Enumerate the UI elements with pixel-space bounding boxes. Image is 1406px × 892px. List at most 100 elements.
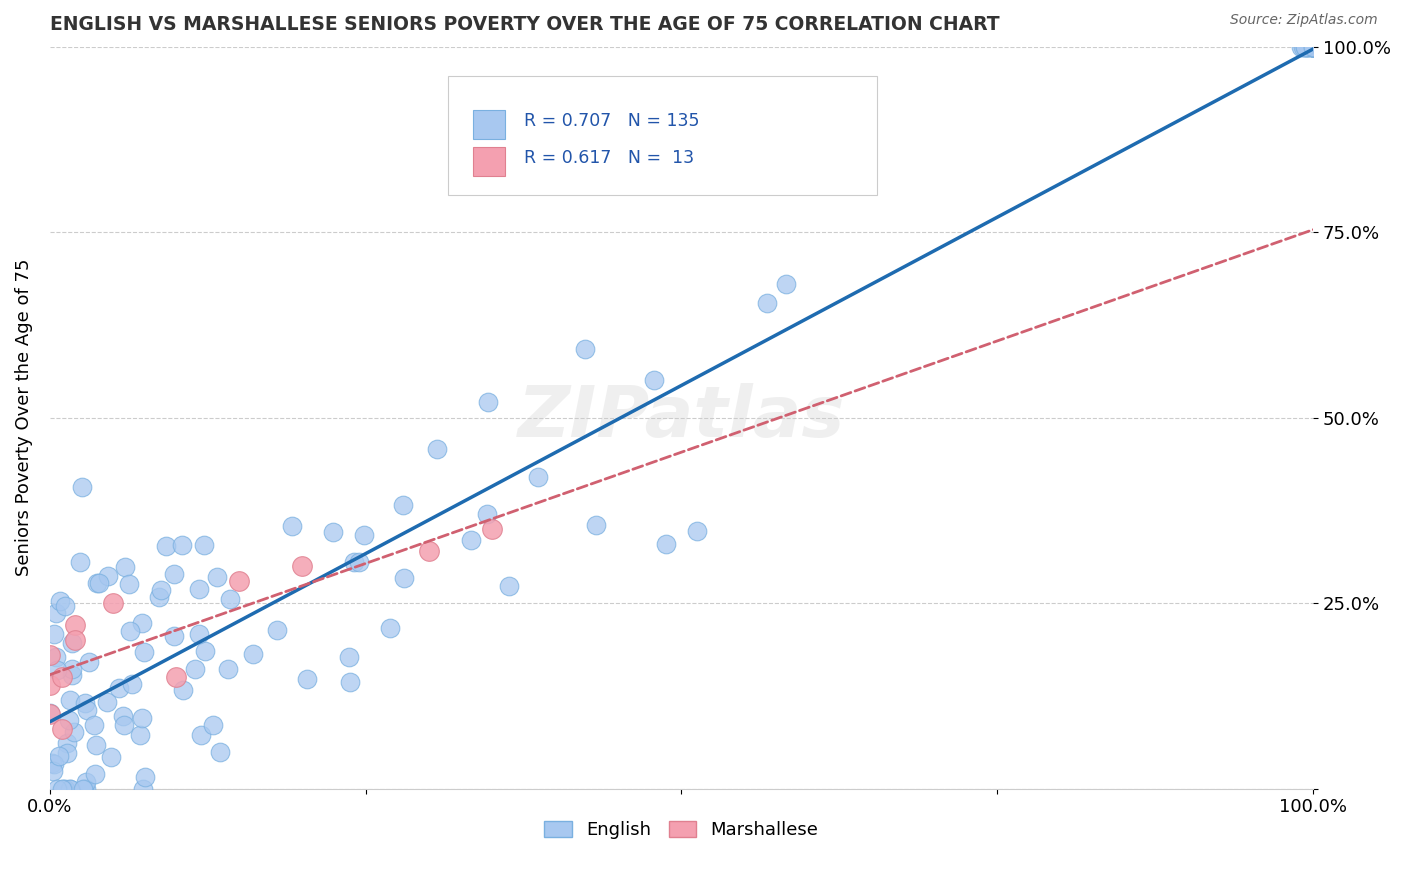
English (756, 295, 779, 310)
English (1302, 39, 1324, 54)
English (337, 650, 360, 665)
English (155, 539, 177, 553)
English (1294, 39, 1316, 54)
English (460, 533, 482, 548)
Marshallese (63, 633, 86, 648)
English (1302, 39, 1324, 54)
English (59, 693, 82, 707)
Marshallese (165, 670, 187, 684)
English (266, 623, 288, 637)
English (83, 718, 105, 732)
English (70, 480, 93, 494)
English (58, 714, 80, 728)
English (60, 635, 83, 649)
English (62, 725, 84, 739)
English (56, 736, 79, 750)
English (242, 647, 264, 661)
Marshallese (101, 596, 124, 610)
English (353, 527, 375, 541)
Marshallese (51, 722, 73, 736)
English (392, 571, 415, 585)
English (44, 627, 66, 641)
Y-axis label: Seniors Poverty Over the Age of 75: Seniors Poverty Over the Age of 75 (15, 259, 32, 576)
English (129, 728, 152, 742)
English (163, 566, 186, 581)
English (498, 579, 520, 593)
English (170, 538, 193, 552)
English (112, 717, 135, 731)
Marshallese (38, 648, 60, 662)
English (188, 627, 211, 641)
English (686, 524, 709, 538)
English (83, 766, 105, 780)
English (131, 781, 153, 796)
English (75, 781, 97, 796)
English (1302, 39, 1324, 54)
English (44, 757, 66, 772)
English (56, 747, 79, 761)
English (51, 781, 73, 796)
English (1298, 39, 1320, 54)
English (426, 442, 449, 456)
English (1291, 39, 1313, 54)
English (60, 662, 83, 676)
English (84, 738, 107, 752)
English (477, 507, 499, 521)
English (1296, 39, 1319, 54)
English (75, 775, 97, 789)
English (48, 749, 70, 764)
English (114, 559, 136, 574)
English (39, 706, 62, 721)
English (150, 582, 173, 597)
English (1302, 39, 1324, 54)
English (131, 711, 153, 725)
English (134, 770, 156, 784)
Legend: English, Marshallese: English, Marshallese (537, 814, 825, 847)
English (339, 674, 361, 689)
English (209, 745, 232, 759)
English (585, 518, 607, 533)
Text: ZIPatlas: ZIPatlas (517, 383, 845, 452)
English (574, 342, 596, 356)
English (217, 662, 239, 676)
English (86, 576, 108, 591)
Marshallese (51, 670, 73, 684)
English (679, 160, 702, 174)
English (131, 616, 153, 631)
English (1294, 39, 1316, 54)
English (172, 683, 194, 698)
English (322, 525, 344, 540)
English (477, 395, 499, 409)
English (49, 594, 72, 608)
Text: ENGLISH VS MARSHALLESE SENIORS POVERTY OVER THE AGE OF 75 CORRELATION CHART: ENGLISH VS MARSHALLESE SENIORS POVERTY O… (49, 15, 1000, 34)
English (60, 668, 83, 682)
English (343, 555, 366, 569)
English (183, 662, 205, 676)
Marshallese (38, 707, 60, 722)
English (775, 277, 797, 291)
English (89, 576, 111, 591)
English (391, 498, 413, 512)
English (76, 702, 98, 716)
English (111, 708, 134, 723)
English (53, 781, 76, 796)
English (72, 781, 94, 796)
Marshallese (418, 544, 440, 558)
English (1302, 39, 1324, 54)
Marshallese (63, 618, 86, 632)
English (643, 373, 665, 387)
English (46, 781, 69, 796)
English (52, 781, 75, 796)
English (219, 591, 242, 606)
English (41, 756, 63, 771)
English (655, 536, 678, 550)
English (163, 629, 186, 643)
English (46, 663, 69, 677)
English (205, 570, 228, 584)
English (118, 576, 141, 591)
English (73, 696, 96, 710)
English (1296, 39, 1319, 54)
English (118, 624, 141, 639)
English (73, 781, 96, 796)
English (148, 590, 170, 604)
